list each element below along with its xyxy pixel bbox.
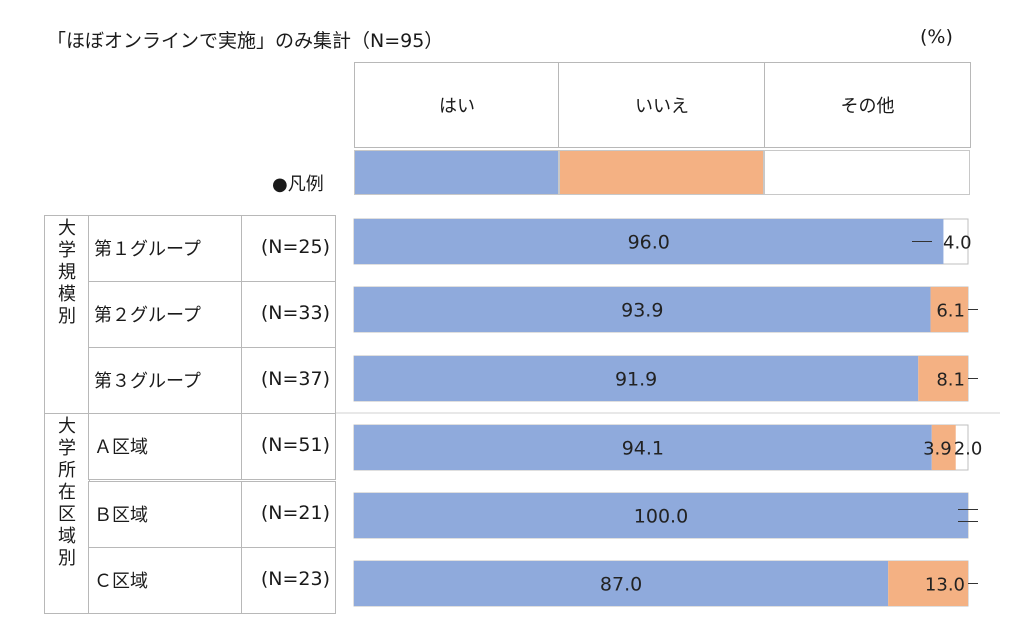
row-n-cell bbox=[241, 481, 336, 548]
header-other: その他 bbox=[764, 62, 971, 148]
row-n-cell bbox=[241, 413, 336, 480]
header-yes: はい bbox=[354, 62, 560, 148]
row-label-cell bbox=[88, 347, 243, 414]
group-label-char: 域 bbox=[58, 526, 76, 547]
bar-segment-yes bbox=[354, 219, 944, 264]
group-cell bbox=[44, 215, 90, 414]
row-n: (N=33) bbox=[260, 302, 330, 324]
legend-swatch-no bbox=[559, 150, 764, 195]
data-label-no: 8.1 bbox=[936, 370, 965, 391]
data-label-yes: 93.9 bbox=[621, 300, 663, 322]
bar-segment-yes bbox=[354, 493, 968, 538]
row-label-cell bbox=[88, 413, 243, 480]
row-label-cell bbox=[88, 281, 243, 348]
group-label-char: 区 bbox=[58, 504, 76, 525]
row-label-cell bbox=[88, 481, 243, 548]
row-label: Ａ区域 bbox=[94, 437, 148, 458]
bar-segment-no bbox=[918, 356, 968, 401]
group-label-char: 模 bbox=[58, 284, 76, 305]
row-n: (N=37) bbox=[260, 368, 330, 390]
group-label-char: 大 bbox=[58, 218, 76, 239]
data-label-other: 4.0 bbox=[943, 233, 972, 254]
bar-segment-no bbox=[931, 425, 956, 470]
data-label-yes: 94.1 bbox=[622, 438, 664, 460]
unit-label: (%) bbox=[920, 26, 953, 48]
group-label-char: 所 bbox=[58, 460, 76, 481]
header-no: いいえ bbox=[558, 62, 766, 148]
group-label-char: 学 bbox=[58, 240, 76, 261]
group-label-char: 大 bbox=[58, 416, 76, 437]
bar-segment-yes bbox=[354, 425, 932, 470]
group-label-char: 学 bbox=[58, 438, 76, 459]
data-label-yes: 91.9 bbox=[615, 369, 657, 391]
row-label: Ｃ区域 bbox=[94, 571, 148, 592]
row-label: Ｂ区域 bbox=[94, 505, 148, 526]
bar-segment-no bbox=[888, 561, 968, 606]
row-n: (N=21) bbox=[260, 502, 330, 524]
data-label-no: 3.9 bbox=[923, 439, 952, 460]
row-label: 第２グループ bbox=[94, 305, 201, 326]
bar-segment-yes bbox=[354, 356, 919, 401]
group-label-char: 別 bbox=[58, 548, 76, 569]
group-label-char: 別 bbox=[58, 306, 76, 327]
row-label: 第３グループ bbox=[94, 371, 201, 392]
row-label: 第１グループ bbox=[94, 239, 201, 260]
data-label-no: 6.1 bbox=[936, 301, 965, 322]
row-n: (N=23) bbox=[260, 568, 330, 590]
legend-label: ●凡例 bbox=[272, 174, 324, 195]
data-label-yes: 87.0 bbox=[600, 574, 642, 596]
data-label-yes: 100.0 bbox=[634, 506, 688, 528]
bar-segment-no bbox=[930, 287, 968, 332]
chart-title: 「ほぼオンラインで実施」のみ集計（N=95） bbox=[47, 30, 444, 52]
row-n: (N=51) bbox=[260, 434, 330, 456]
group-label-char: 規 bbox=[58, 262, 76, 283]
row-n-cell bbox=[241, 215, 336, 282]
legend-swatch-yes bbox=[354, 150, 559, 195]
group-label-char: 在 bbox=[58, 482, 76, 503]
row-label-cell bbox=[88, 547, 243, 614]
row-n-cell bbox=[241, 281, 336, 348]
bar-segment-yes bbox=[354, 287, 931, 332]
legend-swatch-other bbox=[764, 150, 970, 195]
data-label-other: 2.0 bbox=[954, 439, 983, 460]
row-n: (N=25) bbox=[260, 236, 330, 258]
row-n-cell bbox=[241, 347, 336, 414]
data-label-yes: 96.0 bbox=[628, 232, 670, 254]
bar-segment-yes bbox=[354, 561, 889, 606]
row-n-cell bbox=[241, 547, 336, 614]
data-label-no: 13.0 bbox=[925, 575, 965, 596]
